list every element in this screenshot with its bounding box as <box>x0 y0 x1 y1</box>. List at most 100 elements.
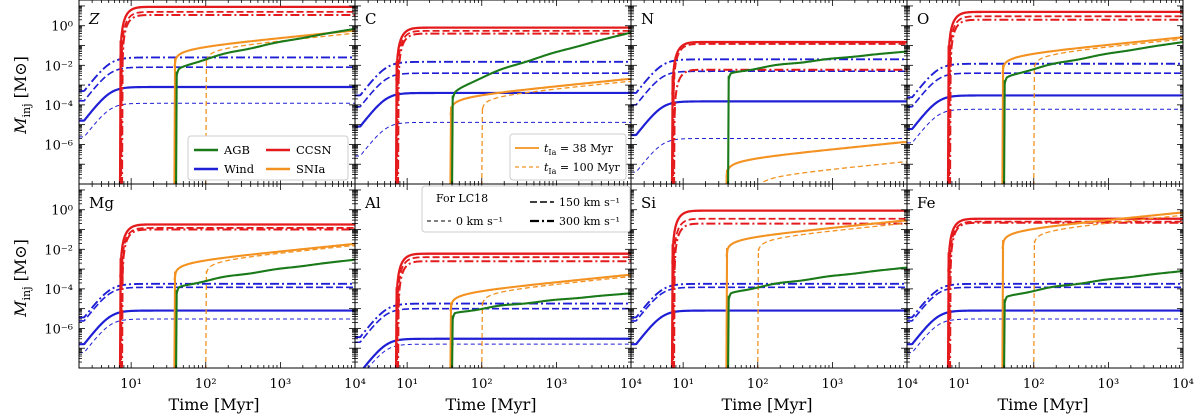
legend-lc18-frame <box>421 185 631 233</box>
legend-sources-frame <box>187 135 349 181</box>
wind-thin-line <box>907 108 1183 144</box>
wind-0-line <box>79 85 355 122</box>
panel-n-curves <box>631 40 907 184</box>
ylabel-bottom: Minj [M⊙] <box>11 239 33 318</box>
y-tick-label: 10⁰ <box>51 204 73 219</box>
wind-0-line <box>79 309 355 346</box>
snia-100-onset <box>1033 64 1036 184</box>
ccsn-0-line-onset <box>118 258 122 368</box>
x-tick-label: 10² <box>747 377 769 392</box>
x-tick-label: 10¹ <box>672 377 694 392</box>
x-tick-label: 10¹ <box>120 377 142 392</box>
panel-label-si: Si <box>641 194 656 212</box>
snia-38-line <box>173 243 355 281</box>
ccsn-150-line-onset <box>948 255 951 368</box>
agb-line <box>451 31 631 100</box>
wind-150-line <box>355 307 631 344</box>
panel-o-curves <box>907 10 1183 184</box>
agb-line <box>1003 269 1183 304</box>
snia-38-line <box>725 141 907 179</box>
snia-100-onset <box>205 270 208 368</box>
y-tick-label: 10⁻⁶ <box>44 138 73 153</box>
ccsn-0-line <box>671 40 907 95</box>
ccsn-150-line <box>120 11 355 68</box>
wind-150-line <box>907 72 1183 108</box>
agb-line <box>175 258 355 294</box>
y-tick-label: 10⁻² <box>44 243 73 258</box>
x-tick-label: 10⁴ <box>896 377 918 392</box>
snia-38-onset <box>173 271 177 368</box>
ccsn-300-line-onset <box>397 294 400 368</box>
legend-tia38-label: tIa = 38 Myr <box>544 142 614 157</box>
x-tick-label: 10⁴ <box>1172 377 1194 392</box>
y-tick-label: 10⁻⁴ <box>44 99 73 114</box>
y-tick-label: 10⁻² <box>44 59 73 74</box>
legend-snia-label: SNIa <box>296 162 325 176</box>
snia-38-line <box>1001 211 1183 249</box>
wind-0-line <box>631 100 907 137</box>
ccsn-0-line-onset <box>670 75 674 184</box>
snia-38-onset <box>173 58 177 184</box>
x-tick-label: 10² <box>471 377 493 392</box>
agb-line <box>727 50 907 80</box>
panel-c-curves <box>355 26 631 184</box>
ccsn-300-line <box>397 260 631 308</box>
x-tick-label: 10³ <box>546 377 568 392</box>
ccsn-300-line <box>673 68 907 117</box>
panel-si-curves <box>631 209 907 368</box>
x-tick-label: 10³ <box>822 377 844 392</box>
wind-150-line <box>631 286 907 322</box>
wind-thin-line <box>631 310 907 345</box>
ccsn-300-line <box>121 228 355 276</box>
snia-100-line <box>760 161 907 184</box>
ccsn-0-line-onset <box>118 40 122 184</box>
ccsn-300-line <box>673 222 907 270</box>
agb-onset <box>727 295 730 368</box>
snia-100-line <box>481 276 631 305</box>
wind-thin-line <box>907 318 1183 354</box>
wind-0-line <box>907 309 1183 346</box>
legend-agb-label: AGB <box>223 143 250 157</box>
wind-300-line <box>631 58 907 94</box>
ccsn-300-line-onset <box>949 53 952 184</box>
agb-onset <box>727 75 730 184</box>
panel-label-fe: Fe <box>917 194 936 212</box>
panel-label-c: C <box>365 10 376 28</box>
wind-0-line <box>362 337 631 368</box>
snia-100-onset <box>1033 240 1036 368</box>
agb-line <box>1003 41 1183 84</box>
x-tick-label: 10³ <box>1098 377 1120 392</box>
legend-lc18-0-label: 0 km s⁻¹ <box>456 215 503 228</box>
ccsn-0-line-onset <box>394 61 398 184</box>
x-tick-label: 10¹ <box>396 377 418 392</box>
snia-100-onset <box>205 58 208 184</box>
agb-onset <box>1003 299 1006 368</box>
x-tick-label: 10³ <box>270 377 292 392</box>
y-tick-label: 10⁻⁴ <box>44 283 73 298</box>
ccsn-0-line <box>671 209 907 264</box>
snia-38-line <box>449 78 631 116</box>
snia-38-onset <box>449 302 453 368</box>
panel-label-al: Al <box>364 194 381 212</box>
snia-100-line <box>757 222 907 252</box>
wind-thin-line <box>79 318 355 354</box>
agb-onset <box>175 71 178 184</box>
wind-300-line <box>631 282 907 319</box>
wind-thin-line <box>355 121 631 157</box>
xlabel-4: Time [Myr] <box>997 395 1088 414</box>
wind-300-line <box>355 60 631 97</box>
panel-label-mg: Mg <box>89 194 114 212</box>
wind-300-line <box>907 62 1183 99</box>
ccsn-300-line-onset <box>121 263 124 368</box>
ccsn-300-line-onset <box>673 257 676 368</box>
ccsn-300-line <box>397 32 631 80</box>
x-tick-label: 10² <box>195 377 217 392</box>
ccsn-0-line <box>947 217 1183 272</box>
legend-wind-label: Wind <box>224 162 255 176</box>
ccsn-300-line <box>121 13 355 62</box>
panels-layer: 10⁻⁶ 10⁻⁴ 10⁻² 10⁰ Z C N O 10⁻⁶ 10⁻⁴ 10⁻² 10⁰ 10¹ 10²… <box>44 0 1194 392</box>
snia-100-line <box>1033 38 1183 68</box>
wind-150-line <box>631 70 907 106</box>
agb-line <box>451 292 631 320</box>
agb-onset <box>451 315 454 368</box>
